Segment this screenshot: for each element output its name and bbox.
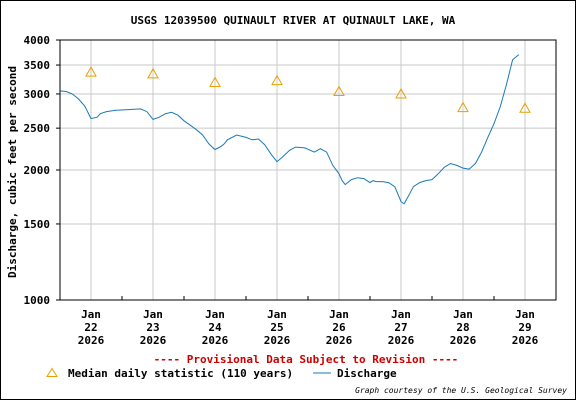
median-marker <box>395 87 407 99</box>
x-tick-label: 2026 <box>264 334 291 347</box>
y-tick-labels: 1000 1500 2000 2500 3000 3500 4000 <box>24 34 60 307</box>
x-tick-label: Jan <box>205 308 225 321</box>
median-marker <box>209 76 221 87</box>
y-tick-label: 2000 <box>24 164 51 177</box>
y-axis-label: Discharge, cubic feet per second <box>6 66 19 278</box>
x-tick-label: 27 <box>394 321 407 334</box>
x-tick-label: 28 <box>456 321 469 334</box>
y-tick-label: 1500 <box>24 218 51 231</box>
legend-median-marker <box>46 367 58 377</box>
x-tick-label: 2026 <box>326 334 353 347</box>
x-tick-label: 2026 <box>512 334 539 347</box>
x-tick-label: Jan <box>81 308 101 321</box>
x-tick-label: 23 <box>146 321 159 334</box>
x-tick-label: 24 <box>208 321 222 334</box>
x-tick-label: Jan <box>267 308 287 321</box>
x-tick-label: Jan <box>329 308 349 321</box>
median-markers <box>85 66 531 113</box>
x-tick-label: 22 <box>84 321 97 334</box>
legend-discharge-label: Discharge <box>337 367 397 380</box>
y-tick-label: 2500 <box>24 122 51 135</box>
x-tick-label: 2026 <box>202 334 229 347</box>
credit-line: Graph courtesy of the U.S. Geological Su… <box>355 386 567 395</box>
x-tick-label: Jan <box>143 308 163 321</box>
median-marker <box>147 67 159 79</box>
discharge-series-line <box>59 54 520 205</box>
x-tick-label: 2026 <box>140 334 167 347</box>
y-tick-label: 1000 <box>24 294 51 307</box>
legend-median-label: Median daily statistic (110 years) <box>68 367 293 380</box>
chart-title: USGS 12039500 QUINAULT RIVER AT QUINAULT… <box>131 14 456 27</box>
legend: Median daily statistic (110 years) Disch… <box>46 367 397 380</box>
median-marker <box>519 102 531 113</box>
median-marker <box>457 101 469 113</box>
x-tick-label: 25 <box>270 321 283 334</box>
median-marker <box>85 66 97 77</box>
x-tick-label: Jan <box>391 308 411 321</box>
median-marker <box>271 74 283 86</box>
x-tick-label: 26 <box>332 321 346 334</box>
x-tick-label: 2026 <box>388 334 415 347</box>
gridlines <box>60 40 556 300</box>
x-tick-label: 2026 <box>78 334 105 347</box>
median-marker <box>333 85 345 96</box>
plot-area-border <box>59 39 557 301</box>
x-tick-labels: Jan222026Jan232026Jan242026Jan252026Jan2… <box>78 296 539 347</box>
provisional-note: ---- Provisional Data Subject to Revisio… <box>154 353 459 366</box>
x-tick-label: Jan <box>453 308 473 321</box>
x-tick-label: 29 <box>518 321 531 334</box>
y-tick-label: 3000 <box>24 88 51 101</box>
y-tick-label: 4000 <box>24 34 51 47</box>
x-tick-label: Jan <box>515 308 535 321</box>
y-tick-label: 3500 <box>24 59 51 72</box>
x-tick-label: 2026 <box>450 334 477 347</box>
